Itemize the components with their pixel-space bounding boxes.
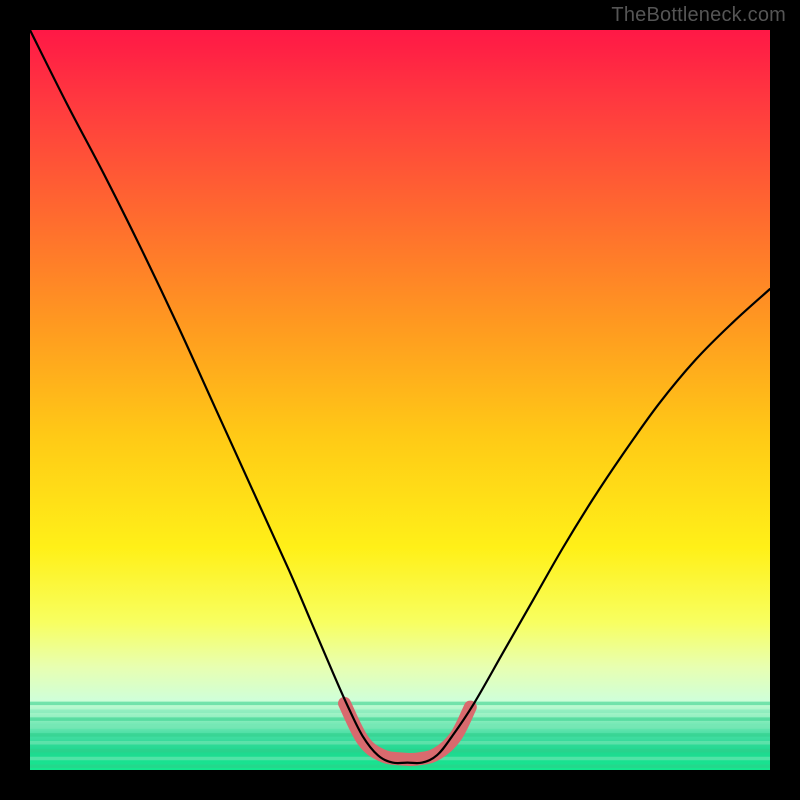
chart-background bbox=[30, 30, 770, 770]
chart-container bbox=[30, 30, 770, 770]
watermark-text: TheBottleneck.com bbox=[611, 4, 786, 27]
bottleneck-chart bbox=[30, 30, 770, 770]
